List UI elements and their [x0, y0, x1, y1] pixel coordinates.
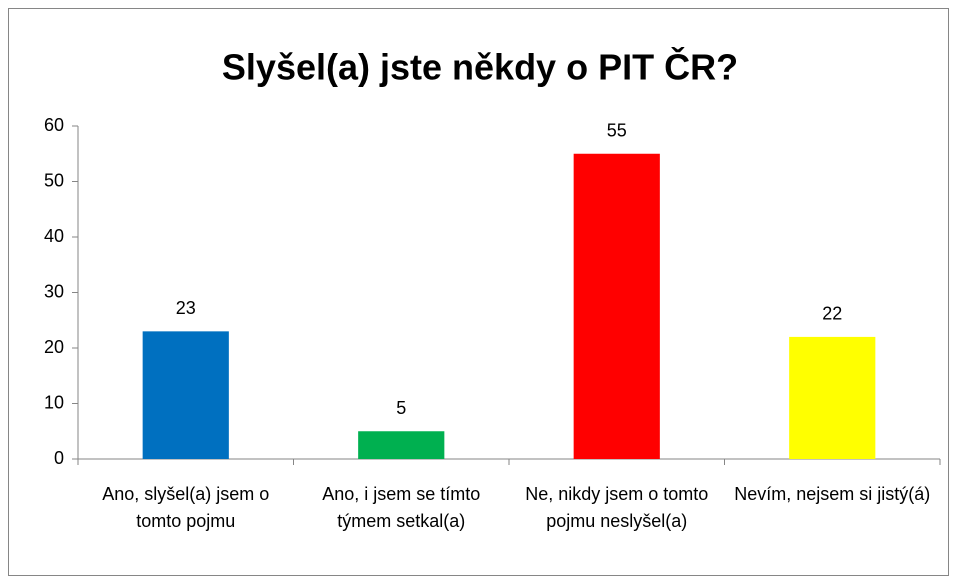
- data-label: 55: [607, 121, 627, 141]
- y-tick-label: 20: [44, 337, 64, 357]
- y-tick-label: 60: [44, 115, 64, 135]
- y-tick-label: 30: [44, 281, 64, 301]
- bar: [789, 336, 876, 459]
- y-tick-label: 50: [44, 170, 64, 190]
- data-label: 5: [396, 398, 406, 418]
- y-tick-label: 10: [44, 392, 64, 412]
- data-label: 23: [176, 298, 196, 318]
- chart-title: Slyšel(a) jste někdy o PIT ČR?: [222, 46, 738, 88]
- bar: [142, 331, 229, 459]
- bar: [573, 153, 660, 459]
- y-tick-label: 40: [44, 226, 64, 246]
- data-label: 22: [822, 304, 842, 324]
- x-tick-label: Nevím, nejsem si jistý(á): [734, 484, 930, 504]
- x-tick-label: Ano, i jsem se tímto týmem setkal(a): [322, 484, 480, 531]
- y-tick-label: 0: [54, 448, 64, 468]
- chart-frame: [8, 8, 949, 576]
- bar: [358, 431, 445, 459]
- x-tick-label: Ano, slyšel(a) jsem o tomto pojmu: [102, 484, 269, 531]
- x-tick-label: Ne, nikdy jsem o tomto pojmu neslyšel(a): [525, 484, 708, 531]
